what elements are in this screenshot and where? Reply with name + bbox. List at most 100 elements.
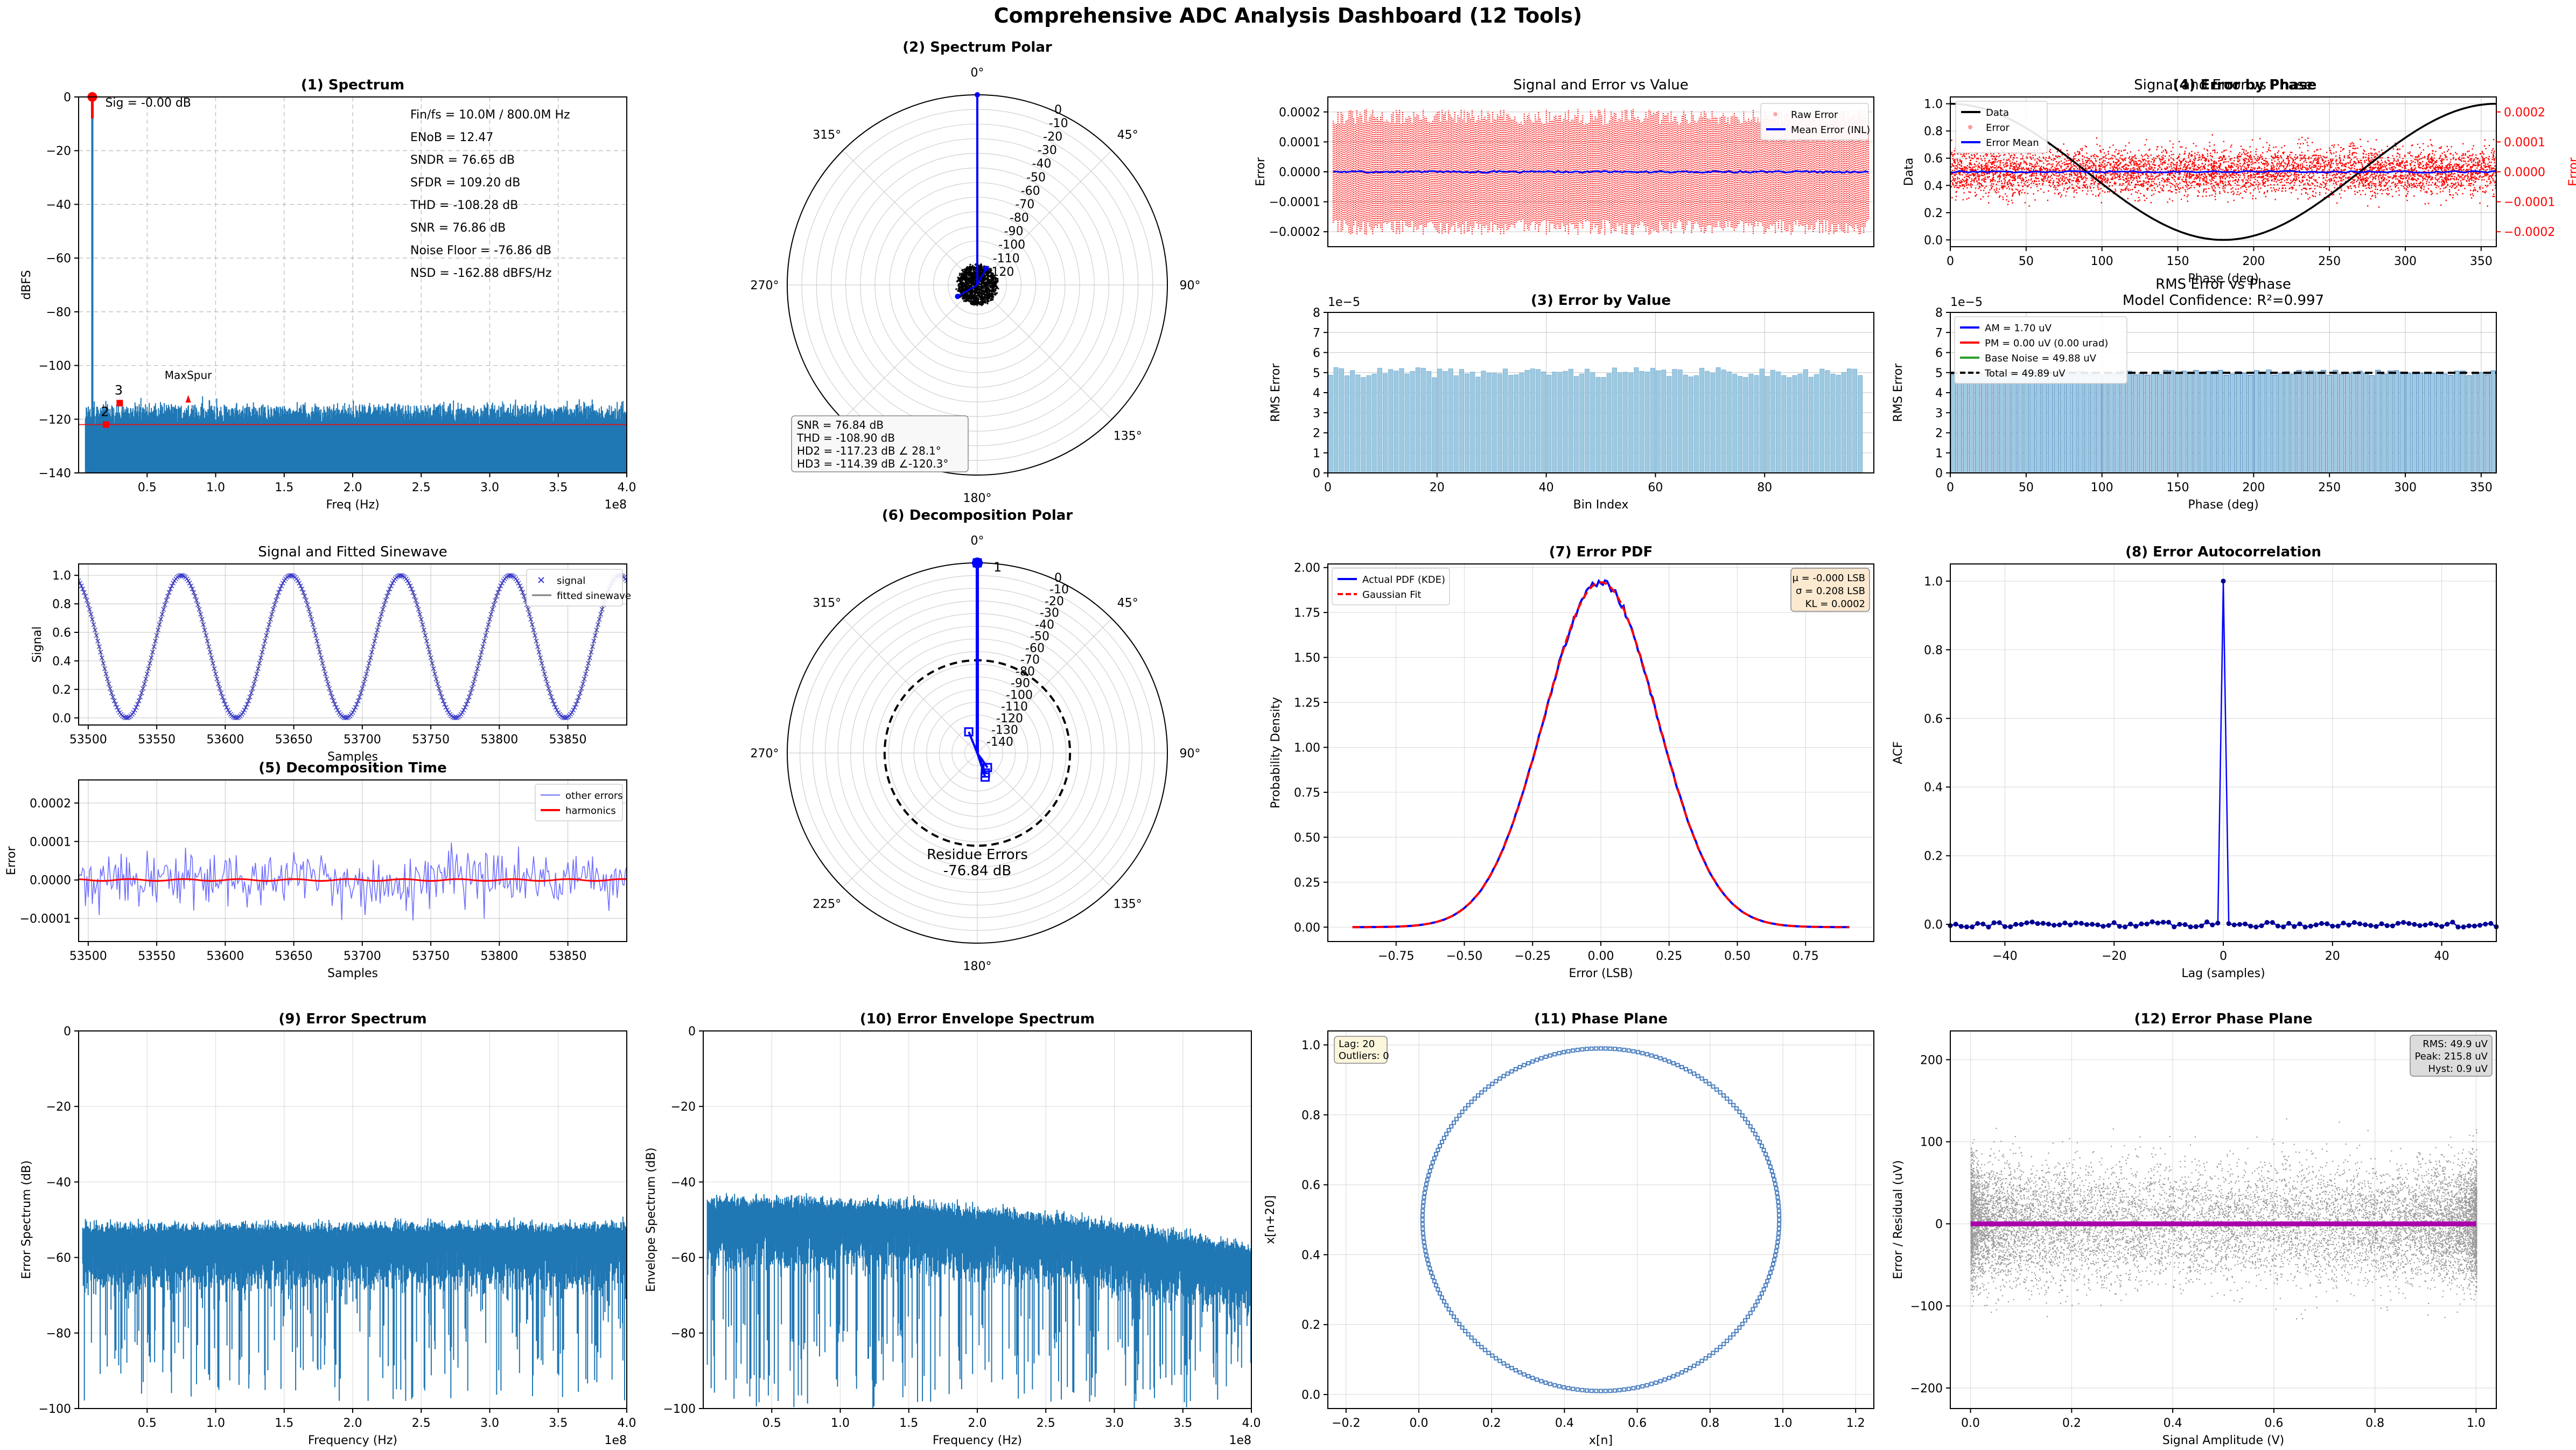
panel-p3: 0 20 40 60 80 0 1 2 3 4 5 6 7 8 (3) Error by Value Bin … xyxy=(1269,292,1874,512)
axis-offset-label: 1e8 xyxy=(1229,1434,1251,1447)
acf-point xyxy=(2423,922,2428,928)
polar-spoke xyxy=(842,752,978,888)
rms-bar xyxy=(1535,369,1541,473)
rms-bar xyxy=(1770,370,1775,473)
acf-point xyxy=(2363,922,2368,928)
acf-point xyxy=(2319,921,2325,926)
axis-offset-label: 1e8 xyxy=(604,498,627,512)
angle-label: 0° xyxy=(971,66,984,80)
y-right-tick-label: −0.0001 xyxy=(2504,196,2555,210)
legend-label: Total = 49.89 uV xyxy=(1984,368,2066,379)
acf-point xyxy=(1975,921,1980,926)
x-tick-label: −0.75 xyxy=(1378,950,1414,963)
acf-point xyxy=(2292,924,2297,929)
rms-phase-bar xyxy=(2242,373,2248,473)
x-tick-label: 1.0 xyxy=(1774,1417,1793,1430)
y-tick-label: 1.0 xyxy=(1924,98,1943,111)
rms-phase-bar xyxy=(2145,374,2151,473)
polar-stat: THD = -108.90 dB xyxy=(796,431,895,444)
rms-phase-bar xyxy=(2187,372,2193,473)
rms-phase-bar xyxy=(2120,370,2126,473)
y-tick-label: 0.8 xyxy=(1924,644,1943,657)
plot-area-p3 xyxy=(1328,367,1863,473)
polar-stat: SNR = 76.84 dB xyxy=(797,419,884,431)
acf-point xyxy=(1986,924,1991,930)
x-tick-label: 300 xyxy=(2394,255,2417,268)
fundamental-marker xyxy=(972,557,983,568)
rms-bar xyxy=(1344,375,1350,473)
acf-point xyxy=(2253,924,2259,930)
acf-point xyxy=(2008,924,2013,930)
acf-point xyxy=(2139,921,2144,926)
y-tick-label: 0.0 xyxy=(1924,234,1943,247)
x-tick-label: 2.5 xyxy=(412,1417,431,1430)
radial-label: 0 xyxy=(1054,571,1062,585)
x-tick-label: −20 xyxy=(2102,950,2126,963)
rms-phase-bar xyxy=(2363,373,2369,473)
rms-bar xyxy=(1644,372,1650,473)
rms-bar xyxy=(1775,371,1781,473)
radial-label: -80 xyxy=(1010,212,1029,225)
overlay-p4: AM = 1.70 uV PM = 0.00 uV (0.00 urad) Base… xyxy=(1950,316,2496,384)
error-plane-info-box xyxy=(2410,1035,2493,1077)
y-tick-label: −100 xyxy=(663,1403,696,1416)
y-tick-label: 0 xyxy=(64,1025,71,1038)
rms-phase-bar xyxy=(2211,371,2217,473)
y-tick-label: −20 xyxy=(46,145,71,158)
acf-point xyxy=(2341,921,2346,926)
rms-phase-bar xyxy=(2430,373,2435,473)
y-tick-label: −80 xyxy=(46,306,71,319)
y-axis-label: ACF xyxy=(1892,741,1905,764)
y-tick-label: 0.6 xyxy=(52,626,71,640)
rms-bar xyxy=(1502,368,1508,473)
x-tick-label: 100 xyxy=(2091,255,2113,268)
y-axis-label: Error xyxy=(5,846,18,875)
rms-bar xyxy=(1858,375,1863,473)
vector-tip xyxy=(975,92,980,97)
rms-phase-bar xyxy=(1987,372,1993,473)
rms-phase-bar xyxy=(2181,371,2187,473)
acf-point xyxy=(2133,924,2139,929)
max-spur-label: MaxSpur xyxy=(165,368,212,381)
rms-phase-bar xyxy=(1950,374,1956,473)
x-tick-label: 53600 xyxy=(206,733,244,747)
legend-label: other errors xyxy=(565,790,623,801)
chart-title-overlay: Signal and Error vs Phase xyxy=(2134,77,2313,93)
rms-bar xyxy=(1667,376,1672,473)
radial-label: -110 xyxy=(1001,700,1028,714)
x-tick-label: 1.0 xyxy=(206,481,225,494)
legend-marker xyxy=(538,577,544,583)
acf-point xyxy=(2013,922,2019,927)
acf-point xyxy=(2395,921,2400,926)
rms-phase-bar xyxy=(1963,372,1969,473)
plot-area-p9 xyxy=(82,1216,627,1401)
rms-phase-bar xyxy=(2405,373,2411,473)
rms-bar xyxy=(1568,368,1573,473)
acf-point xyxy=(2046,922,2052,927)
y-right-tick-label: 0.0000 xyxy=(2504,166,2545,179)
rms-bar xyxy=(1759,368,1765,473)
chart-title: (4) Error by Phase xyxy=(2173,77,2317,93)
radial-label: -130 xyxy=(991,724,1018,737)
radial-label: -140 xyxy=(986,735,1013,749)
rms-phase-bar xyxy=(2090,372,2096,473)
rms-phase-bar xyxy=(2333,370,2339,473)
polar-stat: HD3 = -114.39 dB ∠-120.3° xyxy=(797,457,948,470)
acf-point xyxy=(2199,923,2204,929)
signal-markers xyxy=(79,573,627,721)
acf-point xyxy=(2144,922,2150,927)
radial-label: -90 xyxy=(1011,677,1030,691)
x-tick-label: 2.0 xyxy=(344,1417,362,1430)
rms-bar xyxy=(1639,371,1644,473)
rms-phase-bar xyxy=(2102,374,2108,473)
rms-phase-bar xyxy=(2314,372,2320,473)
y-axis-label: Error / Residual (uV) xyxy=(1892,1160,1905,1279)
axis-offset-label: 1e−5 xyxy=(1328,296,1360,309)
x-tick-label: −0.2 xyxy=(1332,1417,1360,1430)
panel-p4: AM = 1.70 uV PM = 0.00 uV (0.00 urad) Base… xyxy=(1892,276,2497,512)
x-tick-label: 1.5 xyxy=(899,1417,918,1430)
rms-phase-bar xyxy=(2435,373,2441,473)
panel-p7: Actual PDF (KDE) Gaussian Fit μ = -0.000 L… xyxy=(1269,544,1874,980)
y-tick-label: 0.6 xyxy=(1301,1179,1320,1193)
legend-label: Raw Error xyxy=(1791,109,1838,121)
